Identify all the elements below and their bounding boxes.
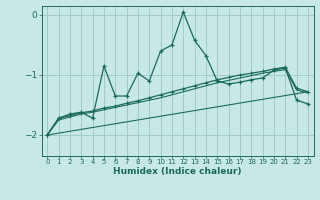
X-axis label: Humidex (Indice chaleur): Humidex (Indice chaleur) [113,167,242,176]
